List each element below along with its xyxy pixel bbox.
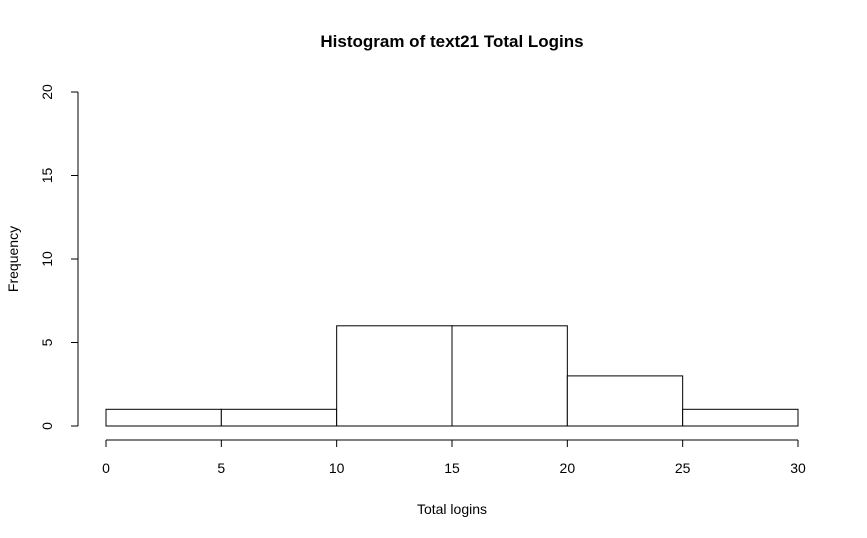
- histogram-bar-1: [220, 408, 338, 427]
- histogram-bar-4: [566, 375, 684, 427]
- y-tick-label-4: 20: [39, 84, 55, 100]
- histogram-bar-2: [336, 325, 453, 427]
- y-tick-label-1: 5: [39, 338, 55, 346]
- x-tick-label-3: 15: [444, 460, 460, 476]
- x-tick-label-4: 20: [560, 460, 576, 476]
- histogram-bar-0: [105, 408, 222, 427]
- histogram-bar-5: [682, 408, 799, 427]
- x-tick-label-6: 30: [790, 460, 806, 476]
- chart-title: Histogram of text21 Total Logins: [320, 32, 583, 51]
- histogram-bar-3: [451, 325, 568, 427]
- x-axis: 0 5 10 15 20 25 30: [102, 439, 806, 476]
- x-tick-label-0: 0: [102, 460, 110, 476]
- y-tick-label-2: 10: [39, 251, 55, 267]
- x-tick-label-1: 5: [217, 460, 225, 476]
- y-axis: 0 5 10 15 20: [39, 84, 79, 430]
- x-tick-label-5: 25: [675, 460, 691, 476]
- y-tick-label-0: 0: [39, 422, 55, 430]
- histogram-bars: [105, 325, 799, 427]
- y-tick-label-3: 15: [39, 168, 55, 184]
- y-axis-label: Frequency: [5, 226, 21, 292]
- x-axis-label: Total logins: [417, 501, 487, 517]
- x-tick-label-2: 10: [329, 460, 345, 476]
